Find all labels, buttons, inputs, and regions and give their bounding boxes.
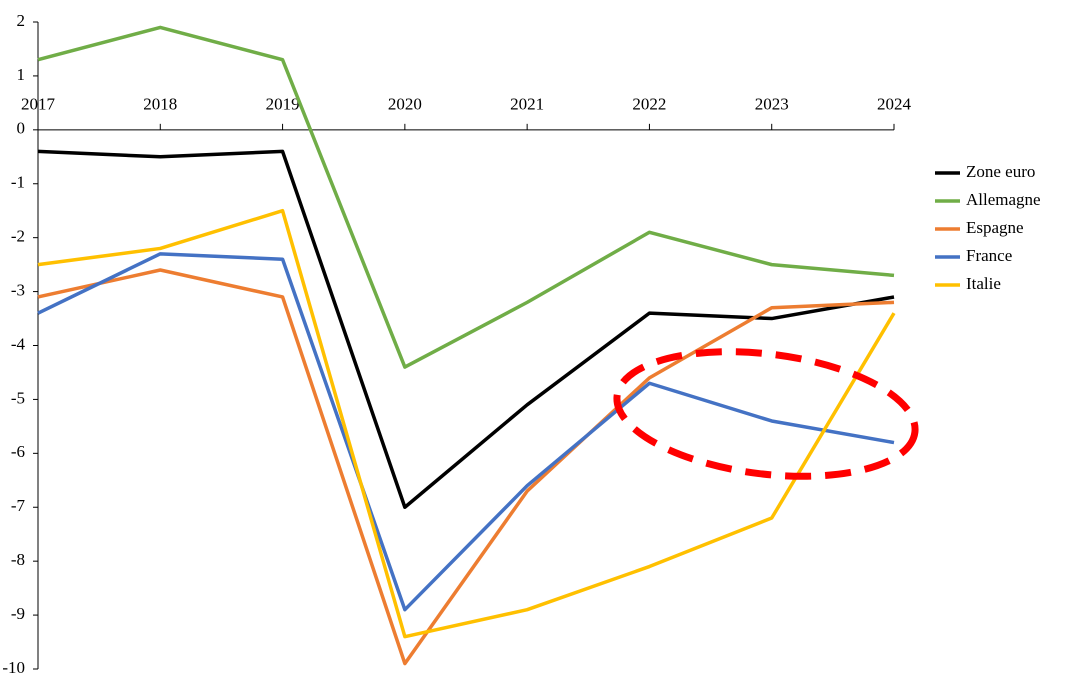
x-tick-label: 2021	[510, 95, 544, 114]
y-tick-label: -5	[11, 388, 25, 407]
y-tick-label: 0	[17, 119, 26, 138]
y-tick-label: -7	[11, 496, 26, 515]
legend-label: Zone euro	[966, 162, 1035, 181]
highlight-ellipse	[613, 348, 919, 480]
y-tick-label: 2	[17, 11, 26, 30]
series-line	[37, 25, 895, 369]
legend-label: Italie	[966, 274, 1001, 293]
y-tick-label: -9	[11, 604, 25, 623]
series-line	[37, 208, 896, 639]
y-tick-label: 1	[17, 65, 26, 84]
x-tick-label: 2024	[877, 95, 912, 114]
y-tick-label: -6	[11, 442, 25, 461]
series-line	[37, 268, 895, 666]
y-tick-label: -3	[11, 280, 25, 299]
x-tick-label: 2022	[632, 95, 666, 114]
y-tick-label: -8	[11, 550, 25, 569]
y-tick-label: -10	[2, 658, 25, 677]
series-line	[37, 149, 895, 509]
series-line	[37, 252, 895, 612]
y-tick-label: -2	[11, 227, 25, 246]
legend-label: France	[966, 246, 1012, 265]
x-tick-label: 2018	[143, 95, 177, 114]
x-tick-label: 2020	[388, 95, 422, 114]
legend-label: Espagne	[966, 218, 1024, 237]
x-tick-label: 2023	[755, 95, 789, 114]
x-tick-label: 2017	[21, 95, 56, 114]
y-tick-label: -4	[11, 334, 26, 353]
y-tick-label: -1	[11, 173, 25, 192]
x-tick-label: 2019	[266, 95, 300, 114]
legend-label: Allemagne	[966, 190, 1041, 209]
